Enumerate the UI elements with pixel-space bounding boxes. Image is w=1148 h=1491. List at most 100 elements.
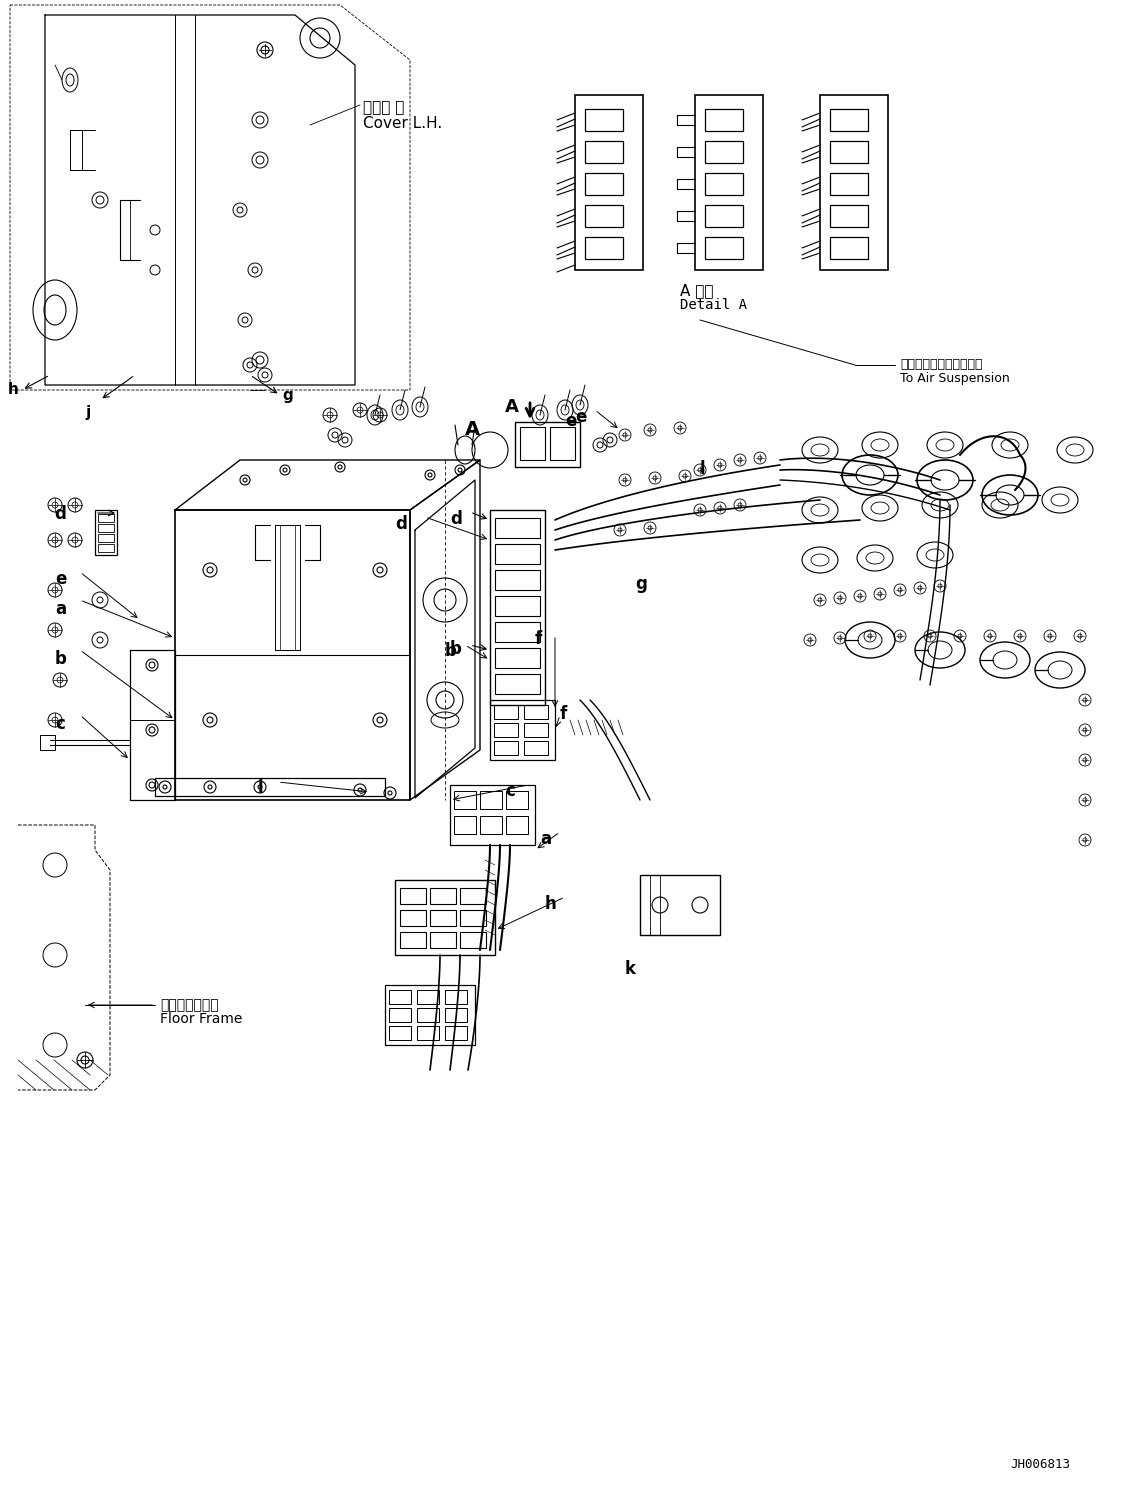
Bar xyxy=(453,816,476,833)
Bar xyxy=(453,792,476,810)
Text: d: d xyxy=(54,505,65,523)
Bar xyxy=(400,889,426,904)
Text: e: e xyxy=(575,409,587,426)
Bar xyxy=(495,544,540,564)
Bar xyxy=(523,723,548,737)
Bar xyxy=(276,525,300,650)
Bar xyxy=(506,792,528,810)
Text: j: j xyxy=(85,406,91,420)
Bar xyxy=(705,204,743,227)
Text: A: A xyxy=(505,398,519,416)
Bar xyxy=(494,723,518,737)
Bar xyxy=(695,95,763,270)
Text: l: l xyxy=(258,778,264,798)
Text: f: f xyxy=(560,705,567,723)
Text: b: b xyxy=(55,650,67,668)
Bar xyxy=(98,534,114,543)
Bar xyxy=(585,237,623,259)
Bar xyxy=(520,426,545,461)
Bar xyxy=(155,778,385,796)
Text: A: A xyxy=(465,420,480,438)
Bar xyxy=(523,705,548,719)
Text: a: a xyxy=(540,830,551,848)
Text: l: l xyxy=(700,461,706,479)
Bar xyxy=(417,1008,439,1021)
Text: g: g xyxy=(635,576,646,593)
Bar xyxy=(480,816,502,833)
Bar xyxy=(430,889,456,904)
Bar xyxy=(515,422,580,467)
Bar xyxy=(40,735,55,750)
Bar xyxy=(445,990,467,1003)
Text: b: b xyxy=(445,643,457,661)
Bar xyxy=(460,889,486,904)
Text: b: b xyxy=(450,640,461,658)
Bar xyxy=(389,1026,411,1041)
Bar xyxy=(705,237,743,259)
Bar xyxy=(506,816,528,833)
Bar xyxy=(550,426,575,461)
Bar xyxy=(98,523,114,532)
Bar xyxy=(495,649,540,668)
Bar xyxy=(400,932,426,948)
Bar xyxy=(98,514,114,522)
Bar xyxy=(490,510,545,705)
Bar xyxy=(430,932,456,948)
Text: Detail A: Detail A xyxy=(680,298,747,312)
Bar xyxy=(830,109,868,131)
Bar xyxy=(494,741,518,754)
Bar xyxy=(70,130,82,170)
Bar xyxy=(495,622,540,643)
Text: d: d xyxy=(395,514,406,532)
Bar xyxy=(495,674,540,693)
Text: d: d xyxy=(450,510,461,528)
Text: Cover L.H.: Cover L.H. xyxy=(363,116,442,131)
Bar xyxy=(585,173,623,195)
Bar xyxy=(830,204,868,227)
Text: f: f xyxy=(535,631,542,649)
Text: To Air Suspension: To Air Suspension xyxy=(900,371,1010,385)
Bar xyxy=(450,784,535,845)
Bar xyxy=(523,741,548,754)
Bar xyxy=(98,544,114,552)
Bar xyxy=(705,109,743,131)
Text: A 詳細: A 詳細 xyxy=(680,283,714,298)
Bar xyxy=(430,910,456,926)
Bar xyxy=(400,910,426,926)
Text: a: a xyxy=(55,599,67,617)
Bar xyxy=(95,510,117,555)
Bar xyxy=(417,990,439,1003)
Bar xyxy=(830,142,868,163)
Bar xyxy=(385,986,475,1045)
Bar xyxy=(389,990,411,1003)
Text: h: h xyxy=(8,382,18,397)
Bar xyxy=(389,1008,411,1021)
Text: フロアフレーム: フロアフレーム xyxy=(160,997,218,1012)
Bar xyxy=(460,932,486,948)
Bar xyxy=(639,875,720,935)
Bar xyxy=(460,910,486,926)
Text: h: h xyxy=(545,895,557,912)
Bar xyxy=(445,1026,467,1041)
Text: エアーサスペンションへ: エアーサスペンションへ xyxy=(900,358,983,371)
Bar xyxy=(830,173,868,195)
Text: c: c xyxy=(505,781,514,801)
Bar xyxy=(480,792,502,810)
Bar xyxy=(820,95,889,270)
Bar xyxy=(705,173,743,195)
Text: e: e xyxy=(55,570,67,587)
Bar xyxy=(575,95,643,270)
Text: e: e xyxy=(565,412,576,429)
Bar xyxy=(417,1026,439,1041)
Bar xyxy=(495,570,540,590)
Text: k: k xyxy=(625,960,636,978)
Bar xyxy=(445,1008,467,1021)
Text: Floor Frame: Floor Frame xyxy=(160,1012,242,1026)
Bar xyxy=(494,705,518,719)
Text: g: g xyxy=(282,388,293,403)
Bar xyxy=(585,204,623,227)
Bar xyxy=(830,237,868,259)
Bar xyxy=(495,517,540,538)
Bar xyxy=(585,142,623,163)
Bar xyxy=(495,596,540,616)
